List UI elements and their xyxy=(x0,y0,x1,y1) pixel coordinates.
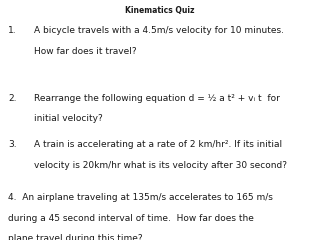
Text: 3.: 3. xyxy=(8,140,17,149)
Text: Rearrange the following equation d = ½ a t² + vᵢ t  for: Rearrange the following equation d = ½ a… xyxy=(34,94,279,103)
Text: How far does it travel?: How far does it travel? xyxy=(34,47,136,56)
Text: during a 45 second interval of time.  How far does the: during a 45 second interval of time. How… xyxy=(8,214,254,223)
Text: plane travel during this time?: plane travel during this time? xyxy=(8,234,143,240)
Text: 4.  An airplane traveling at 135m/s accelerates to 165 m/s: 4. An airplane traveling at 135m/s accel… xyxy=(8,193,273,202)
Text: A bicycle travels with a 4.5m/s velocity for 10 minutes.: A bicycle travels with a 4.5m/s velocity… xyxy=(34,26,284,36)
Text: 1.: 1. xyxy=(8,26,17,36)
Text: initial velocity?: initial velocity? xyxy=(34,114,102,123)
Text: A train is accelerating at a rate of 2 km/hr². If its initial: A train is accelerating at a rate of 2 k… xyxy=(34,140,282,149)
Text: 2.: 2. xyxy=(8,94,17,103)
Text: velocity is 20km/hr what is its velocity after 30 second?: velocity is 20km/hr what is its velocity… xyxy=(34,161,287,170)
Text: Kinematics Quiz: Kinematics Quiz xyxy=(125,6,195,15)
